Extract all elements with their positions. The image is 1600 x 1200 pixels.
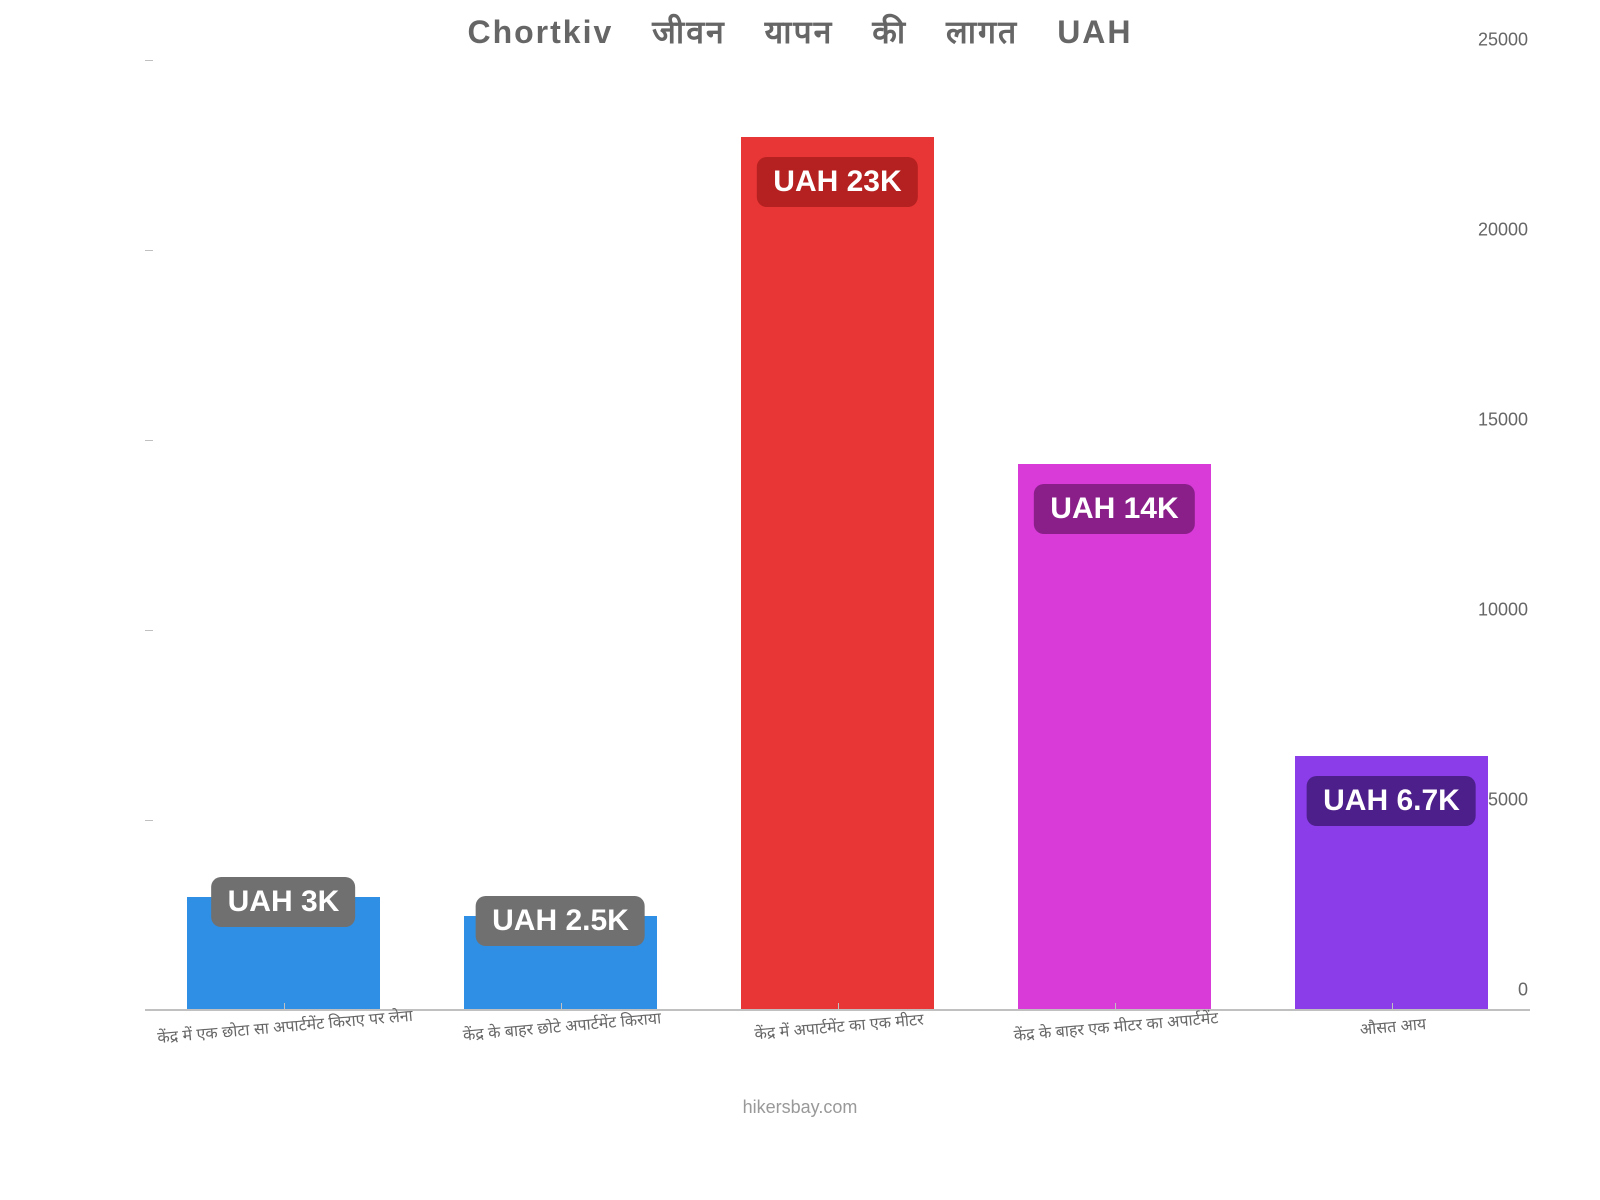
y-tick-mark xyxy=(145,1010,153,1011)
y-tick-label: 0 xyxy=(1518,980,1528,1001)
x-tick-mark xyxy=(561,1003,562,1011)
bar: UAH 2.5K xyxy=(464,916,658,1011)
x-label-slot: औसत आय xyxy=(1253,1011,1530,1061)
x-tick-mark xyxy=(284,1003,285,1011)
bar-slot: UAH 23K xyxy=(699,61,976,1011)
bar: UAH 14K xyxy=(1018,464,1212,1011)
x-label-slot: केंद्र के बाहर छोटे अपार्टमेंट किराया xyxy=(422,1011,699,1061)
bar: UAH 6.7K xyxy=(1295,756,1489,1011)
bar: UAH 3K xyxy=(187,897,381,1011)
plot-area: UAH 3K UAH 2.5K UAH 23K UAH 14K UAH 6.7K कें… xyxy=(60,61,1540,1061)
bar-slot: UAH 14K xyxy=(976,61,1253,1011)
value-badge: UAH 23K xyxy=(757,157,917,207)
bars-area: UAH 3K UAH 2.5K UAH 23K UAH 14K UAH 6.7K xyxy=(145,61,1530,1011)
bar: UAH 23K xyxy=(741,137,935,1011)
x-tick-mark xyxy=(838,1003,839,1011)
y-tick-label: 25000 xyxy=(1478,30,1528,51)
y-tick-label: 5000 xyxy=(1488,790,1528,811)
value-badge: UAH 3K xyxy=(212,877,356,927)
x-tick-mark xyxy=(1115,1003,1116,1011)
x-axis-label: औसत आय xyxy=(1358,1012,1426,1040)
y-tick-mark xyxy=(145,630,153,631)
y-tick-label: 15000 xyxy=(1478,410,1528,431)
value-badge: UAH 14K xyxy=(1034,484,1194,534)
y-tick-label: 20000 xyxy=(1478,220,1528,241)
bar-slot: UAH 6.7K xyxy=(1253,61,1530,1011)
bar-slot: UAH 2.5K xyxy=(422,61,699,1011)
chart-container: Chortkiv जीवन यापन की लागत UAH UAH 3KUAH… xyxy=(60,10,1540,1130)
x-axis-label: केंद्र के बाहर एक मीटर का अपार्टमेंट xyxy=(1012,1006,1218,1046)
x-label-slot: केंद्र में एक छोटा सा अपार्टमेंट किराए प… xyxy=(145,1011,422,1061)
y-tick-mark xyxy=(145,60,153,61)
x-axis-labels: केंद्र में एक छोटा सा अपार्टमेंट किराए प… xyxy=(145,1011,1530,1061)
y-axis xyxy=(60,61,145,1011)
value-badge: UAH 6.7K xyxy=(1307,776,1476,826)
chart-title: Chortkiv जीवन यापन की लागत UAH xyxy=(60,10,1540,53)
y-tick-mark xyxy=(145,250,153,251)
x-label-slot: केंद्र के बाहर एक मीटर का अपार्टमेंट xyxy=(976,1011,1253,1061)
y-tick-mark xyxy=(145,440,153,441)
x-tick-mark xyxy=(1392,1003,1393,1011)
y-tick-mark xyxy=(145,820,153,821)
value-badge: UAH 2.5K xyxy=(476,896,645,946)
attribution-text: hikersbay.com xyxy=(743,1097,858,1118)
x-label-slot: केंद्र में अपार्टमेंट का एक मीटर xyxy=(699,1011,976,1061)
x-axis-label: केंद्र में अपार्टमेंट का एक मीटर xyxy=(753,1008,924,1045)
x-axis-label: केंद्र के बाहर छोटे अपार्टमेंट किराया xyxy=(462,1006,662,1045)
bar-slot: UAH 3K xyxy=(145,61,422,1011)
y-tick-label: 10000 xyxy=(1478,600,1528,621)
